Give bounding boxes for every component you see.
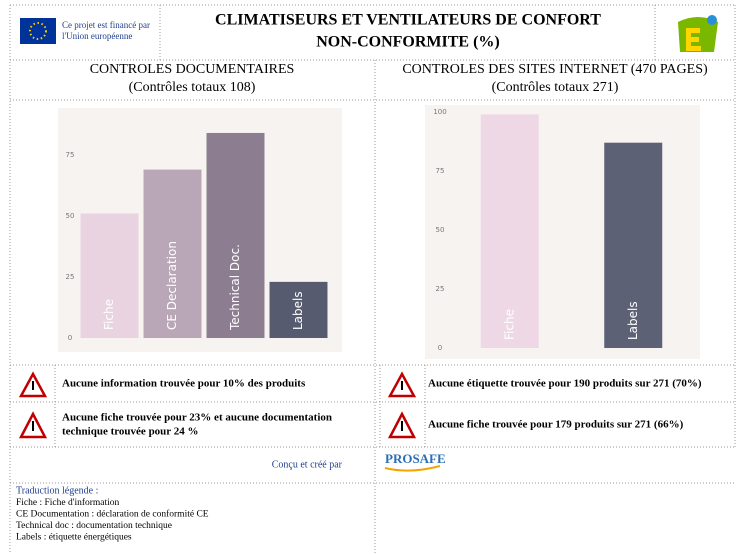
y-tick-label: 50 <box>436 226 445 234</box>
bar <box>480 114 539 348</box>
y-tick-label: 0 <box>68 334 72 342</box>
warning-text: Aucune fiche trouvée pour 23% et aucune … <box>62 412 332 424</box>
warning-text: technique trouvée pour 24 % <box>62 426 199 438</box>
bar <box>604 142 663 348</box>
y-tick-label: 75 <box>436 167 445 175</box>
title: NON-CONFORMITE (%) <box>316 34 500 51</box>
y-tick-label: 100 <box>433 108 446 116</box>
legend-title: Traduction légende : <box>16 485 98 496</box>
legend-line: Labels : étiquette énergétiques <box>16 533 132 543</box>
bar-label: Fiche <box>502 309 516 340</box>
bar <box>269 281 328 338</box>
eu-flag <box>20 18 56 44</box>
warning-text: Aucune fiche trouvée pour 179 produits s… <box>428 419 684 431</box>
y-tick-label: 75 <box>66 151 75 159</box>
legend-line: Technical doc : documentation technique <box>16 521 172 531</box>
prosafe-swoosh <box>384 465 441 472</box>
warning-icons <box>18 371 417 439</box>
bar <box>206 132 265 338</box>
layout-borders <box>9 4 736 554</box>
bar-label: Technical Doc. <box>228 244 242 331</box>
bar-label: CE Declaration <box>165 241 179 330</box>
y-tick-label: 25 <box>436 285 445 293</box>
title: CLIMATISEURS ET VENTILATEURS DE CONFORT <box>215 12 601 29</box>
legend-line: Fiche : Fiche d'information <box>16 497 120 508</box>
bar-label: Labels <box>291 291 305 330</box>
eu-stars <box>29 22 47 40</box>
prosafe-logo: PROSAFE <box>385 451 446 466</box>
bar-label: Fiche <box>102 299 116 330</box>
section-title: CONTROLES DOCUMENTAIRES <box>90 62 295 77</box>
bar <box>80 213 139 338</box>
warning-text: Aucune étiquette trouvée pour 190 produi… <box>428 378 702 390</box>
y-tick-label: 0 <box>438 344 442 352</box>
warning-text: Aucune information trouvée pour 10% des … <box>62 378 306 390</box>
section-subtitle: (Contrôles totaux 271) <box>492 80 619 95</box>
y-tick-label: 25 <box>66 273 75 281</box>
eepliant-logo <box>678 15 718 52</box>
bar-label: Labels <box>626 301 640 340</box>
eu-text: l'Union européenne <box>62 31 132 41</box>
eu-text: Ce projet est financé par <box>62 20 150 30</box>
credit: Conçu et créé par <box>272 459 343 470</box>
y-tick-label: 50 <box>66 212 75 220</box>
section-title: CONTROLES DES SITES INTERNET (470 PAGES) <box>402 62 708 77</box>
legend-line: CE Documentation : déclaration de confor… <box>16 509 209 520</box>
bar <box>143 169 202 338</box>
section-subtitle: (Contrôles totaux 108) <box>129 80 256 95</box>
